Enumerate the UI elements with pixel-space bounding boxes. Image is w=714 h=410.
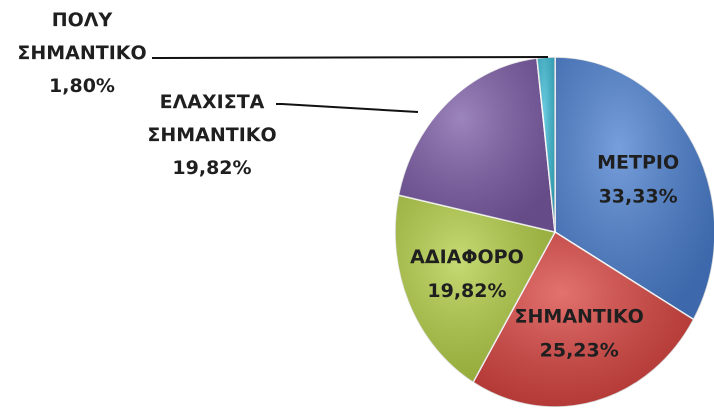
slice-label: ΕΛΑΧΙΣΤΑ ΣΗΜΑΝΤΙΚΟ bbox=[147, 91, 276, 146]
slice-value-label: 19,82% bbox=[427, 279, 506, 301]
slice-value-label: 25,23% bbox=[540, 339, 619, 361]
leader-line bbox=[276, 103, 419, 113]
slice-value-label: 19,82% bbox=[172, 157, 251, 179]
slice-label: ΠΟΛΥ ΣΗΜΑΝΤΙΚΟ bbox=[17, 9, 146, 64]
slice-label: ΣΗΜΑΝΤΙΚΟ bbox=[515, 305, 644, 327]
slice-value-label: 1,80% bbox=[49, 75, 115, 97]
slice-label: ΑΔΙΑΦΟΡΟ bbox=[410, 245, 524, 267]
slice-value-label: 33,33% bbox=[599, 185, 678, 207]
slice-label: ΜΕΤΡΙΟ bbox=[597, 151, 679, 173]
leader-line bbox=[152, 56, 549, 59]
